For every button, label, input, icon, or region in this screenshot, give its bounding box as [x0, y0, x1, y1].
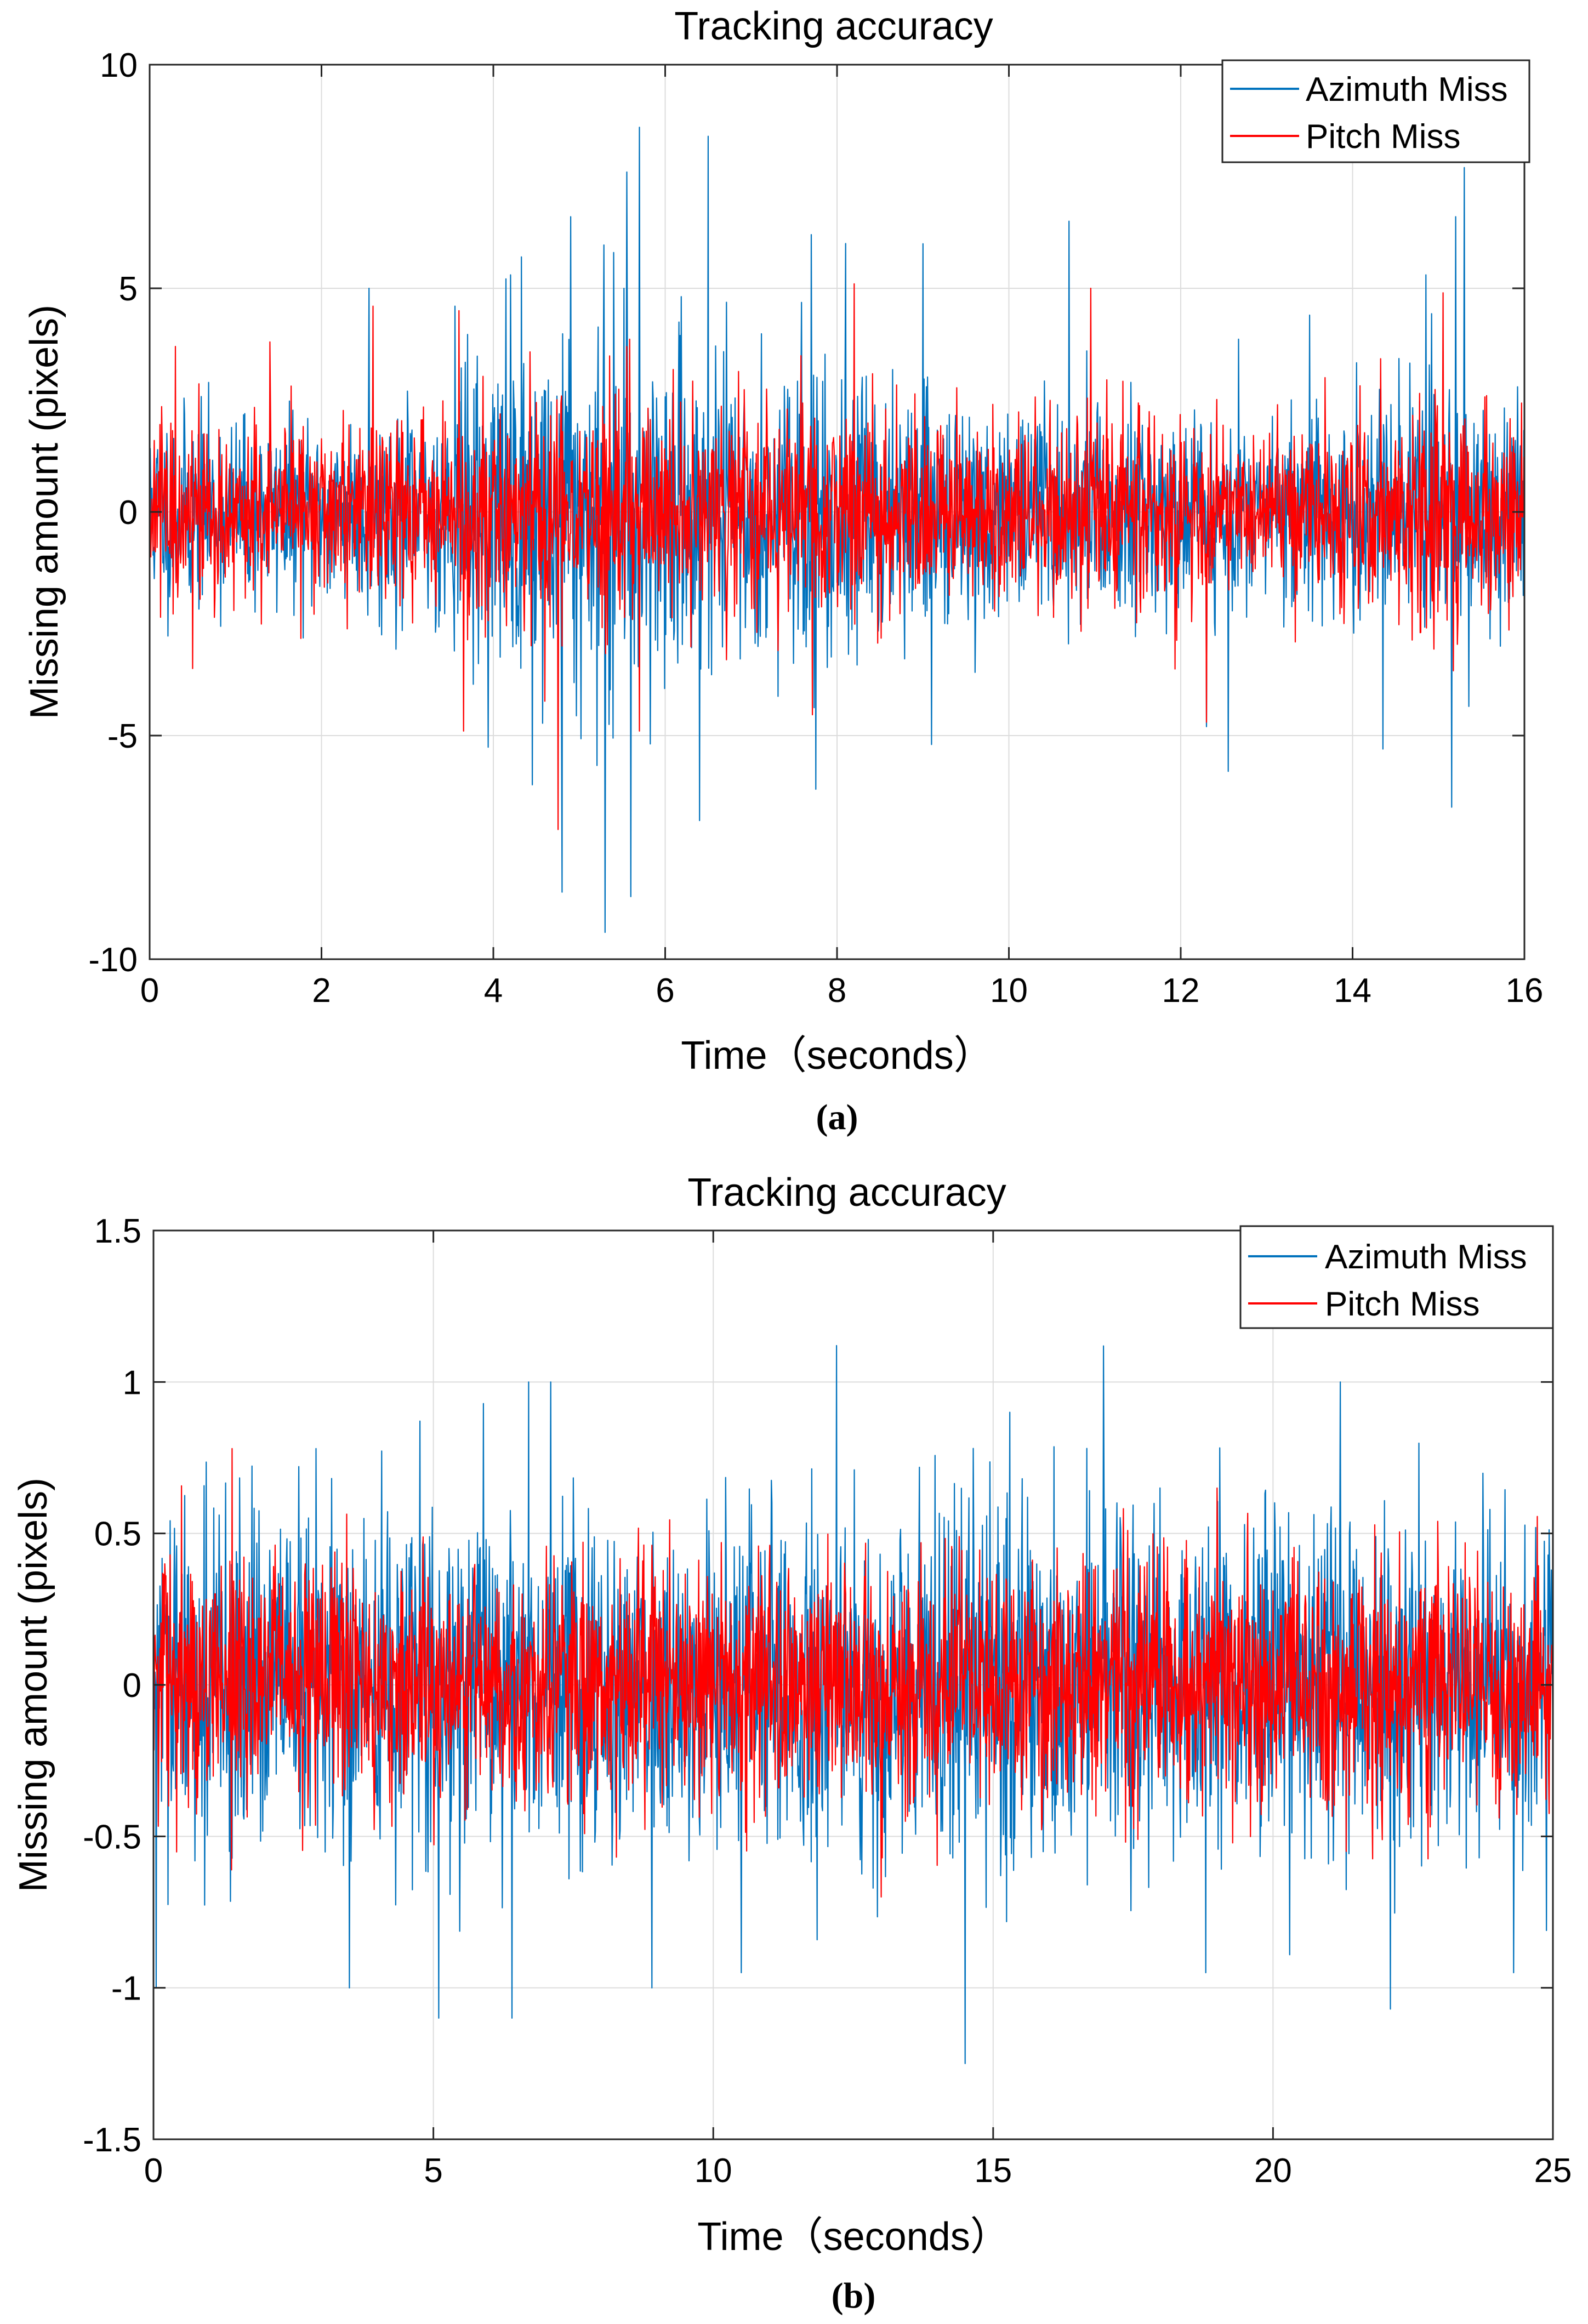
series-line — [152, 1448, 1554, 1898]
x-tick-label: 20 — [1254, 2152, 1292, 2190]
x-axis-label: Time（seconds） — [697, 2215, 1010, 2259]
y-tick-label: 0.5 — [94, 1516, 141, 1553]
series-pitch-miss — [149, 283, 1526, 830]
x-tick-label: 14 — [1334, 972, 1371, 1010]
legend-label-azimuth: Azimuth Miss — [1306, 71, 1508, 109]
legend-label-pitch: Pitch Miss — [1306, 118, 1460, 156]
axis-ticks: 0 2 4 6 8 10 12 14 16 -10 -5 0 5 10 — [88, 47, 1543, 1010]
chart-title: Tracking accuracy — [687, 1171, 1006, 1215]
x-tick-label: 25 — [1534, 2152, 1572, 2190]
chart-title: Tracking accuracy — [674, 4, 993, 48]
legend-label-pitch: Pitch Miss — [1325, 1285, 1479, 1323]
legend-label-azimuth: Azimuth Miss — [1325, 1238, 1527, 1276]
x-tick-label: 4 — [484, 972, 503, 1010]
panel-caption-b: (b) — [832, 2276, 876, 2316]
y-axis-label: Missing amount (pixels) — [12, 1478, 55, 1892]
x-tick-label: 15 — [974, 2152, 1012, 2190]
y-axis-label: Missing amount (pixels) — [22, 305, 66, 719]
x-tick-label: 6 — [656, 972, 674, 1010]
x-tick-label: 12 — [1162, 972, 1200, 1010]
x-tick-label: 2 — [312, 972, 331, 1010]
y-tick-label: -5 — [107, 717, 138, 755]
y-tick-label: -1 — [111, 1970, 141, 2008]
legend-box — [1239, 1225, 1554, 1329]
series-pitch-miss — [152, 1448, 1554, 1898]
y-tick-label: -0.5 — [83, 1818, 141, 1856]
y-tick-label: 0 — [119, 494, 138, 532]
y-tick-label: 1 — [123, 1364, 141, 1402]
x-axis-label: Time（seconds） — [681, 1034, 993, 1078]
panel-caption-a: (a) — [816, 1097, 858, 1137]
x-tick-label: 0 — [140, 972, 159, 1010]
legend: Azimuth Miss Pitch Miss — [1221, 59, 1530, 163]
x-tick-label: 0 — [144, 2152, 163, 2190]
y-tick-label: -1.5 — [83, 2121, 141, 2159]
x-tick-label: 16 — [1506, 972, 1544, 1010]
legend-box — [1221, 59, 1530, 163]
x-tick-label: 10 — [990, 972, 1028, 1010]
y-tick-label: -10 — [88, 941, 138, 979]
x-tick-label: 10 — [695, 2152, 732, 2190]
series-line — [149, 283, 1526, 830]
y-tick-label: 1.5 — [94, 1212, 141, 1250]
legend: Azimuth Miss Pitch Miss — [1239, 1225, 1554, 1329]
y-tick-label: 10 — [100, 47, 138, 84]
x-tick-label: 8 — [828, 972, 846, 1010]
y-tick-label: 5 — [119, 270, 138, 308]
chart-panel-b: Tracking accuracy 0 5 10 15 20 25 -1.5 -1 -0.5 0 0… — [12, 1171, 1572, 2316]
chart-panel-a: Tracking accuracy 0 2 4 6 8 10 12 14 16 -10 -5 0 5 10… — [22, 4, 1543, 1137]
x-tick-label: 5 — [424, 2152, 442, 2190]
y-tick-label: 0 — [123, 1667, 141, 1705]
